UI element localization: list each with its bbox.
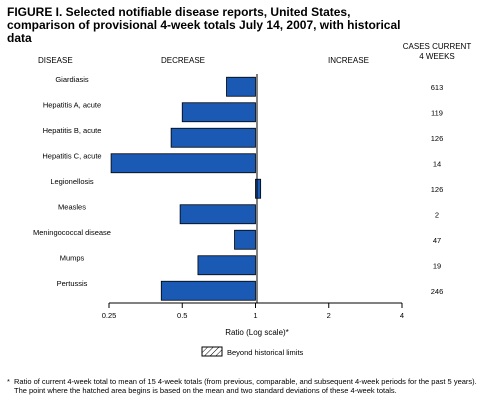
header-increase: INCREASE (328, 56, 369, 65)
cases-value-hepatitis-b-acute: 126 (431, 134, 444, 143)
cases-value-meningococcal-disease: 47 (433, 236, 441, 245)
x-tick-label: 4 (400, 311, 404, 320)
disease-label-measles: Measles (58, 202, 86, 211)
x-tick-label: 1 (253, 311, 257, 320)
disease-label-legionellosis: Legionellosis (50, 177, 94, 186)
footnote-text: Ratio of current 4-week total to mean of… (14, 377, 477, 395)
legend-swatch (201, 346, 223, 357)
bar-pertussis (160, 280, 256, 301)
header-cases-line1: CASES CURRENT (403, 42, 472, 51)
cases-value-hepatitis-c-acute: 14 (433, 159, 441, 168)
header-cases-line2: 4 WEEKS (419, 52, 455, 61)
header-disease: DISEASE (38, 56, 73, 65)
figure-title: FIGURE I. Selected notifiable disease re… (7, 5, 401, 45)
disease-label-pertussis: Pertussis (57, 279, 88, 288)
bar-hepatitis-b-acute (170, 127, 256, 148)
cases-value-mumps: 19 (433, 261, 441, 270)
disease-label-meningococcal-disease: Meningococcal disease (33, 228, 111, 237)
legend-label: Beyond historical limits (227, 348, 304, 357)
header-decrease: DECREASE (161, 56, 205, 65)
cases-value-measles: 2 (435, 210, 439, 219)
cases-value-legionellosis: 126 (431, 185, 444, 194)
bar-meningococcal-disease (234, 229, 256, 250)
disease-label-hepatitis-c-acute: Hepatitis C, acute (42, 151, 101, 160)
disease-label-giardiasis: Giardiasis (55, 75, 89, 84)
bar-mumps (197, 255, 256, 276)
bar-legionellosis (255, 178, 262, 199)
x-axis-label: Ratio (Log scale)* (225, 328, 289, 337)
cases-value-hepatitis-a-acute: 119 (431, 108, 443, 117)
disease-label-mumps: Mumps (60, 253, 85, 262)
x-tick-label: 0.25 (102, 311, 117, 320)
bar-hepatitis-c-acute (110, 153, 256, 174)
disease-label-hepatitis-b-acute: Hepatitis B, acute (43, 126, 102, 135)
x-tick-label: 2 (327, 311, 331, 320)
x-tick-label: 0.5 (177, 311, 187, 320)
bar-hepatitis-a-acute (181, 102, 256, 123)
footnote: * Ratio of current 4-week total to mean … (7, 377, 487, 395)
bar-measles (179, 204, 256, 225)
cases-value-pertussis: 246 (431, 287, 444, 296)
disease-label-hepatitis-a-acute: Hepatitis A, acute (43, 100, 101, 109)
cases-value-giardiasis: 613 (431, 83, 444, 92)
bar-giardiasis (226, 76, 256, 97)
footnote-marker: * (7, 377, 10, 386)
